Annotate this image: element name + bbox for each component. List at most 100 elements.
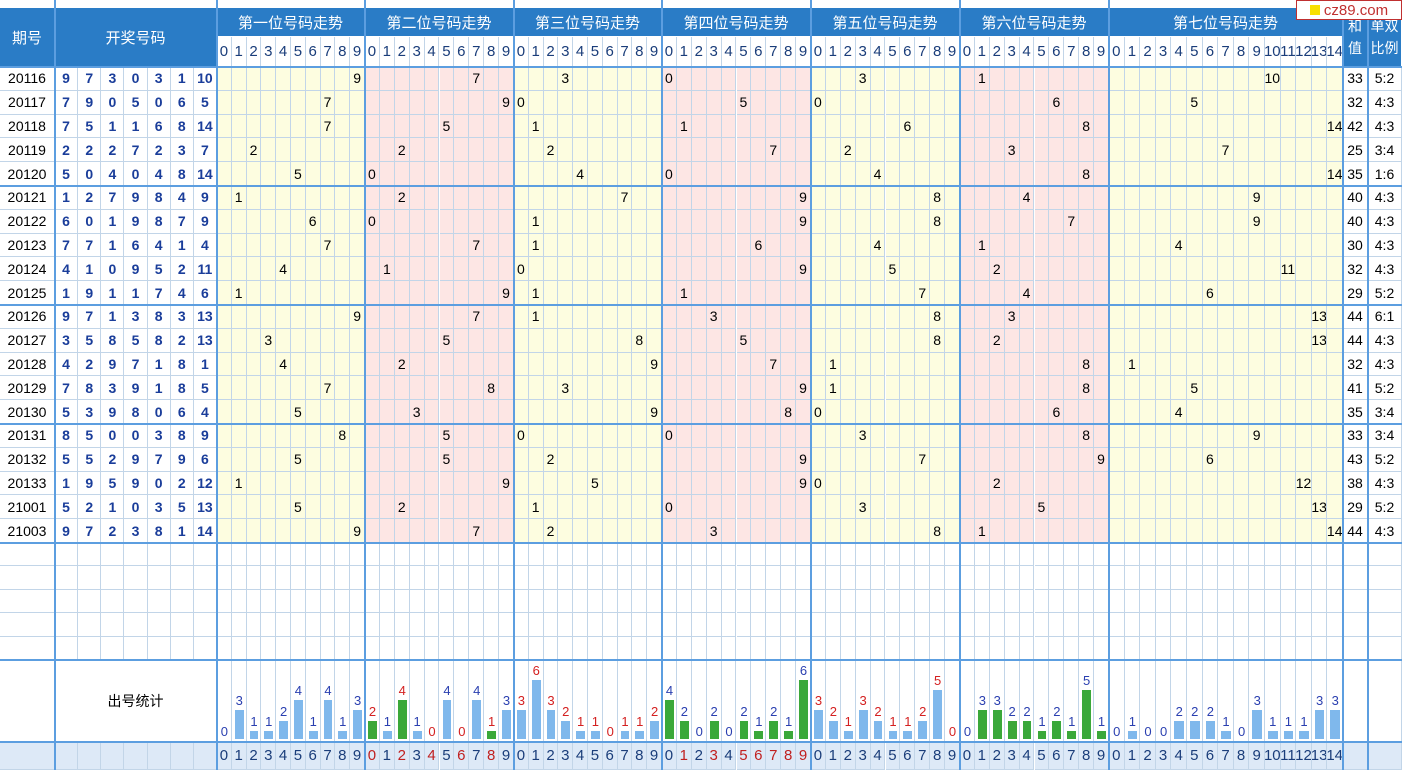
trend-cell <box>751 162 767 186</box>
trend-cell <box>320 67 336 91</box>
trend-cell <box>1049 447 1065 472</box>
empty-cell <box>514 589 529 614</box>
trend-cell <box>766 281 782 305</box>
sum-cell: 33 <box>1343 424 1368 448</box>
trend-cell <box>1280 138 1297 163</box>
trend-cell <box>721 138 737 163</box>
trend-cell <box>1218 162 1234 186</box>
trend-cell <box>721 233 737 258</box>
trend-cell <box>291 352 306 377</box>
trend-cell <box>379 162 395 186</box>
trend-cell <box>647 305 662 329</box>
trend-cell <box>499 209 514 234</box>
trend-cell <box>1311 90 1328 115</box>
empty-cell <box>514 613 529 637</box>
trend-cell <box>1187 281 1203 305</box>
trend-cell <box>721 186 737 210</box>
ratio-cell: 4:3 <box>1368 328 1402 353</box>
frequency-bar <box>976 709 988 740</box>
trend-cell <box>1296 114 1312 139</box>
trend-cell <box>1155 352 1172 377</box>
trend-cell <box>543 305 559 329</box>
empty-cell <box>900 636 916 660</box>
empty-cell <box>217 543 232 567</box>
empty-cell <box>573 566 588 590</box>
frequency-value: 2 <box>680 703 688 719</box>
frequency-bar <box>1189 719 1201 740</box>
frequency-bar <box>411 729 423 740</box>
trend-cell <box>870 186 886 210</box>
frequency-value: 2 <box>1023 703 1031 719</box>
frequency-value: 2 <box>740 703 748 719</box>
trend-cell <box>409 305 425 329</box>
trend-hit: 3 <box>855 67 871 91</box>
footer-draw <box>193 742 217 770</box>
trend-cell <box>217 138 232 163</box>
footer-issue <box>0 742 55 770</box>
trend-cell <box>1327 376 1343 401</box>
footer-digit: 1 <box>974 742 990 770</box>
trend-cell <box>1064 281 1080 305</box>
trend-cell <box>930 424 946 448</box>
trend-cell <box>676 328 692 353</box>
frequency-bar <box>753 729 765 740</box>
trend-cell <box>870 400 886 424</box>
trend-cell <box>915 90 931 115</box>
trend-cell <box>499 424 514 448</box>
trend-cell <box>305 114 321 139</box>
trend-cell <box>365 447 380 472</box>
empty-cell <box>1171 589 1187 614</box>
trend-cell <box>335 495 351 520</box>
trend-cell <box>930 257 946 282</box>
trend-cell <box>246 281 262 305</box>
trend-cell <box>855 162 871 186</box>
trend-cell <box>691 138 707 163</box>
trend-hit: 9 <box>499 281 514 305</box>
trend-cell <box>528 376 544 401</box>
empty-cell <box>885 543 901 567</box>
trend-cell <box>1311 519 1328 543</box>
empty-cell <box>231 589 247 614</box>
footer-digit: 6 <box>1049 742 1065 770</box>
trend-cell <box>558 305 574 329</box>
position-3-digit-header: 9 <box>647 37 662 67</box>
trend-cell <box>915 209 931 234</box>
empty-cell <box>1079 613 1095 637</box>
trend-cell <box>602 186 618 210</box>
empty-cell <box>974 566 990 590</box>
trend-cell <box>602 67 618 91</box>
trend-cell <box>1249 257 1265 282</box>
empty-cell <box>900 613 916 637</box>
footer-digit: 8 <box>335 742 351 770</box>
trend-cell <box>1233 281 1250 305</box>
trend-cell <box>930 447 946 472</box>
trend-cell <box>989 519 1005 543</box>
draw-number: 1 <box>78 257 102 282</box>
trend-cell <box>706 495 722 520</box>
trend-cell <box>335 114 351 139</box>
trend-hit: 9 <box>647 352 662 377</box>
empty-cell <box>78 589 102 614</box>
trend-cell <box>1202 328 1219 353</box>
empty-cell <box>825 613 841 637</box>
trend-cell <box>365 519 380 543</box>
trend-cell <box>721 209 737 234</box>
trend-cell <box>1233 305 1250 329</box>
trend-cell <box>855 447 871 472</box>
trend-cell <box>796 233 811 258</box>
trend-cell <box>424 519 440 543</box>
trend-cell <box>1064 186 1080 210</box>
draw-number: 1 <box>101 233 125 258</box>
column-separator <box>810 0 812 770</box>
empty-cell <box>1265 543 1281 567</box>
empty-cell <box>736 543 752 567</box>
trend-cell <box>1094 67 1109 91</box>
trend-cell <box>647 328 662 353</box>
empty-cell <box>1368 589 1402 614</box>
empty-cell <box>974 589 990 614</box>
footer-digit: 9 <box>499 742 514 770</box>
ratio-cell: 5:2 <box>1368 281 1402 305</box>
trend-hit: 3 <box>1004 138 1020 163</box>
trend-cell <box>1004 209 1020 234</box>
empty-cell <box>1368 613 1402 637</box>
